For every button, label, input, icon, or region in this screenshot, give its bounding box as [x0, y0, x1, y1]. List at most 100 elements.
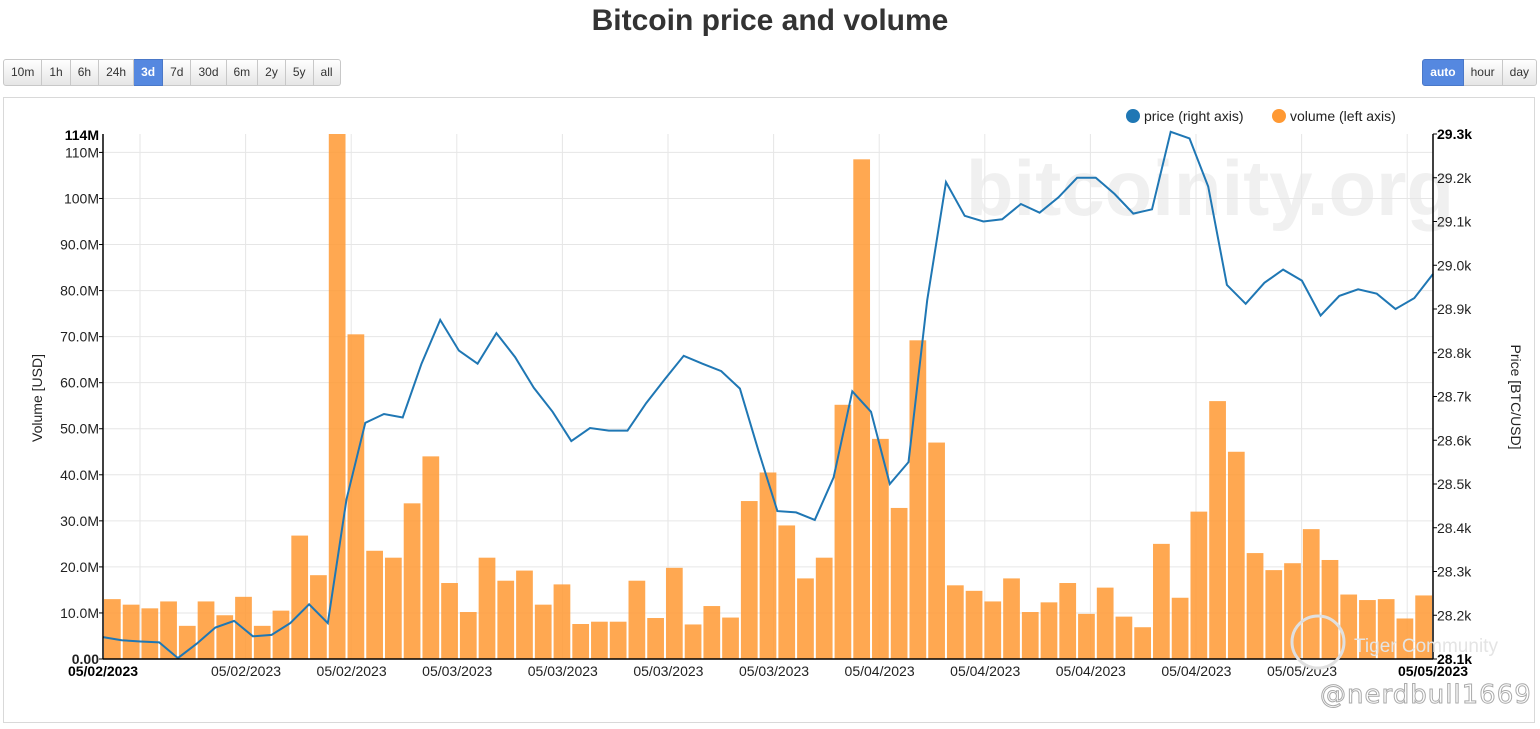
volume-bar	[478, 557, 496, 659]
left-axis-label: Volume [USD]	[29, 354, 45, 442]
volume-bar	[197, 601, 215, 659]
legend-swatch	[1126, 109, 1140, 123]
volume-bar	[1190, 511, 1208, 659]
volume-bar	[1003, 578, 1020, 659]
range-button-5y[interactable]: 5y	[285, 59, 314, 86]
volume-bar	[1115, 616, 1133, 659]
range-button-10m[interactable]: 10m	[3, 59, 43, 86]
left-tick-label: 60.0M	[60, 375, 99, 391]
volume-bar	[497, 580, 515, 659]
x-tick-label: 05/03/2023	[422, 663, 492, 679]
volume-bar	[591, 621, 608, 659]
volume-bar	[815, 557, 833, 659]
volume-bar	[647, 618, 664, 659]
volume-bar	[572, 624, 590, 659]
volume-bar	[178, 625, 196, 659]
volume-bar	[534, 604, 552, 659]
volume-bar	[1396, 618, 1414, 659]
handle-watermark: @nerdbull1669	[1320, 680, 1532, 711]
interval-button-hour[interactable]: hour	[1463, 59, 1503, 86]
interval-selector: auto hour day	[1422, 59, 1537, 86]
range-button-6m[interactable]: 6m	[226, 59, 259, 86]
interval-button-day[interactable]: day	[1502, 59, 1537, 86]
volume-bar	[853, 159, 871, 659]
volume-bar	[1021, 612, 1039, 659]
chart-title: Bitcoin price and volume	[591, 4, 949, 37]
volume-bar	[703, 606, 721, 659]
range-button-7d[interactable]: 7d	[163, 59, 192, 86]
volume-bar	[797, 578, 814, 659]
volume-bar	[1171, 597, 1189, 659]
right-tick-label: 28.2k	[1437, 607, 1472, 623]
right-tick-label: 29.0k	[1437, 257, 1472, 273]
volume-bar	[890, 507, 908, 659]
volume-bar	[422, 456, 440, 659]
volume-bar	[1209, 401, 1226, 659]
left-tick-label: 10.0M	[60, 605, 99, 621]
legend-swatch	[1272, 109, 1286, 123]
volume-bar	[347, 334, 365, 659]
volume-bar	[459, 612, 477, 659]
volume-bar	[1302, 529, 1320, 659]
volume-bar	[722, 617, 739, 659]
volume-bar	[366, 550, 383, 659]
volume-bar	[441, 583, 458, 659]
volume-bar	[1246, 553, 1264, 659]
volume-bar	[1359, 600, 1376, 659]
volume-bar	[1153, 543, 1170, 659]
range-button-3d[interactable]: 3d	[134, 59, 164, 86]
right-axis-ticks: 28.1k 28.2k 28.3k 28.4k 28.5k 28.6k 28.7k 28.8k…	[1433, 126, 1472, 667]
volume-bar	[122, 604, 140, 659]
right-tick-label: 28.9k	[1437, 301, 1472, 317]
left-tick-label: 100M	[64, 190, 99, 206]
volume-bar	[928, 442, 945, 659]
left-tick-label: 0.00	[72, 651, 99, 667]
x-tick-label: 05/04/2023	[1161, 663, 1231, 679]
x-first-label: 05/02/2023	[68, 663, 138, 679]
volume-bar	[778, 525, 796, 659]
x-last-label: 05/05/2023	[1398, 663, 1468, 679]
range-button-24h[interactable]: 24h	[99, 59, 135, 86]
right-tick-label: 29.2k	[1437, 170, 1472, 186]
volume-bar	[759, 472, 777, 659]
range-button-all[interactable]: all	[313, 59, 341, 86]
left-top-label: 114M	[65, 127, 99, 143]
volume-bar	[965, 590, 983, 659]
x-axis-ticks: 05/02/2023 05/02/2023 05/02/2023 05/03/2023…	[68, 663, 1468, 679]
range-button-30d[interactable]: 30d	[191, 59, 227, 86]
left-tick-label: 110M	[65, 144, 99, 160]
volume-bar	[1059, 583, 1077, 659]
range-button-6h[interactable]: 6h	[70, 59, 100, 86]
right-tick-label: 29.3k	[1437, 126, 1472, 142]
left-tick-label: 70.0M	[60, 329, 99, 345]
x-tick-label: 05/04/2023	[1056, 663, 1126, 679]
volume-bar	[1377, 599, 1395, 659]
volume-bar	[609, 621, 627, 659]
right-tick-label: 28.3k	[1437, 564, 1472, 580]
volume-bar	[310, 575, 327, 659]
volume-bar	[291, 535, 309, 659]
volume-bar	[403, 503, 421, 659]
range-button-1h[interactable]: 1h	[42, 59, 71, 86]
legend: price (right axis) volume (left axis)	[1126, 108, 1396, 124]
volume-bar	[1265, 570, 1283, 659]
volume-bar	[834, 404, 852, 659]
volume-bar	[141, 608, 159, 659]
legend-label[interactable]: volume (left axis)	[1290, 108, 1396, 124]
left-tick-label: 50.0M	[60, 421, 99, 437]
range-button-2y[interactable]: 2y	[258, 59, 286, 86]
legend-label[interactable]: price (right axis)	[1144, 108, 1244, 124]
right-tick-label: 28.8k	[1437, 345, 1472, 361]
community-watermark: Tiger Community	[1354, 636, 1498, 657]
tiger-community-watermark: Tiger Community	[1290, 614, 1498, 670]
x-tick-label: 05/03/2023	[739, 663, 809, 679]
left-tick-label: 40.0M	[60, 467, 99, 483]
volume-bar	[984, 601, 1002, 659]
left-tick-label: 80.0M	[60, 283, 99, 299]
interval-button-auto[interactable]: auto	[1422, 59, 1464, 86]
volume-bar	[665, 567, 683, 659]
volume-bar	[872, 438, 889, 659]
x-tick-label: 05/04/2023	[950, 663, 1020, 679]
volume-bar	[740, 501, 758, 659]
